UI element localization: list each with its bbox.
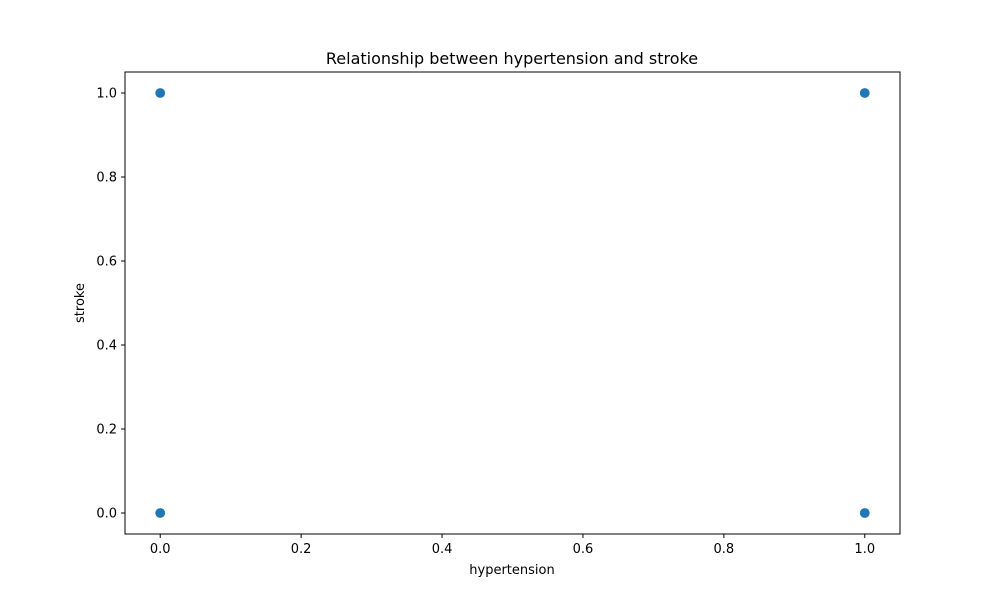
plot-area (124, 71, 901, 535)
x-axis-label: hypertension (469, 563, 554, 578)
y-tick-label: 1.0 (96, 87, 117, 102)
x-tick-label: 0.4 (432, 542, 453, 557)
points-layer (155, 88, 870, 518)
x-tick-label: 0.8 (714, 542, 735, 557)
y-tick-label: 0.0 (96, 507, 117, 522)
scatter-point (155, 508, 166, 518)
y-axis-label: stroke (73, 283, 88, 323)
y-tick-label: 0.8 (96, 171, 117, 186)
y-axis-ticks: 0.0 0.2 0.4 0.6 0.8 1.0 (96, 87, 125, 522)
x-axis-ticks: 0.0 0.2 0.4 0.6 0.8 1.0 (150, 534, 875, 557)
y-tick-label: 0.2 (96, 423, 117, 438)
chart-title: Relationship between hypertension and st… (326, 49, 698, 68)
scatter-point (859, 88, 870, 98)
x-tick-label: 0.2 (291, 542, 312, 557)
axes-frame (124, 71, 901, 535)
scatter-point (859, 508, 870, 518)
y-tick-label: 0.4 (96, 339, 117, 354)
x-tick-label: 0.6 (573, 542, 594, 557)
y-tick-label: 0.6 (96, 255, 117, 270)
x-tick-label: 1.0 (854, 542, 875, 557)
x-tick-label: 0.0 (150, 542, 171, 557)
scatter-point (155, 88, 166, 98)
